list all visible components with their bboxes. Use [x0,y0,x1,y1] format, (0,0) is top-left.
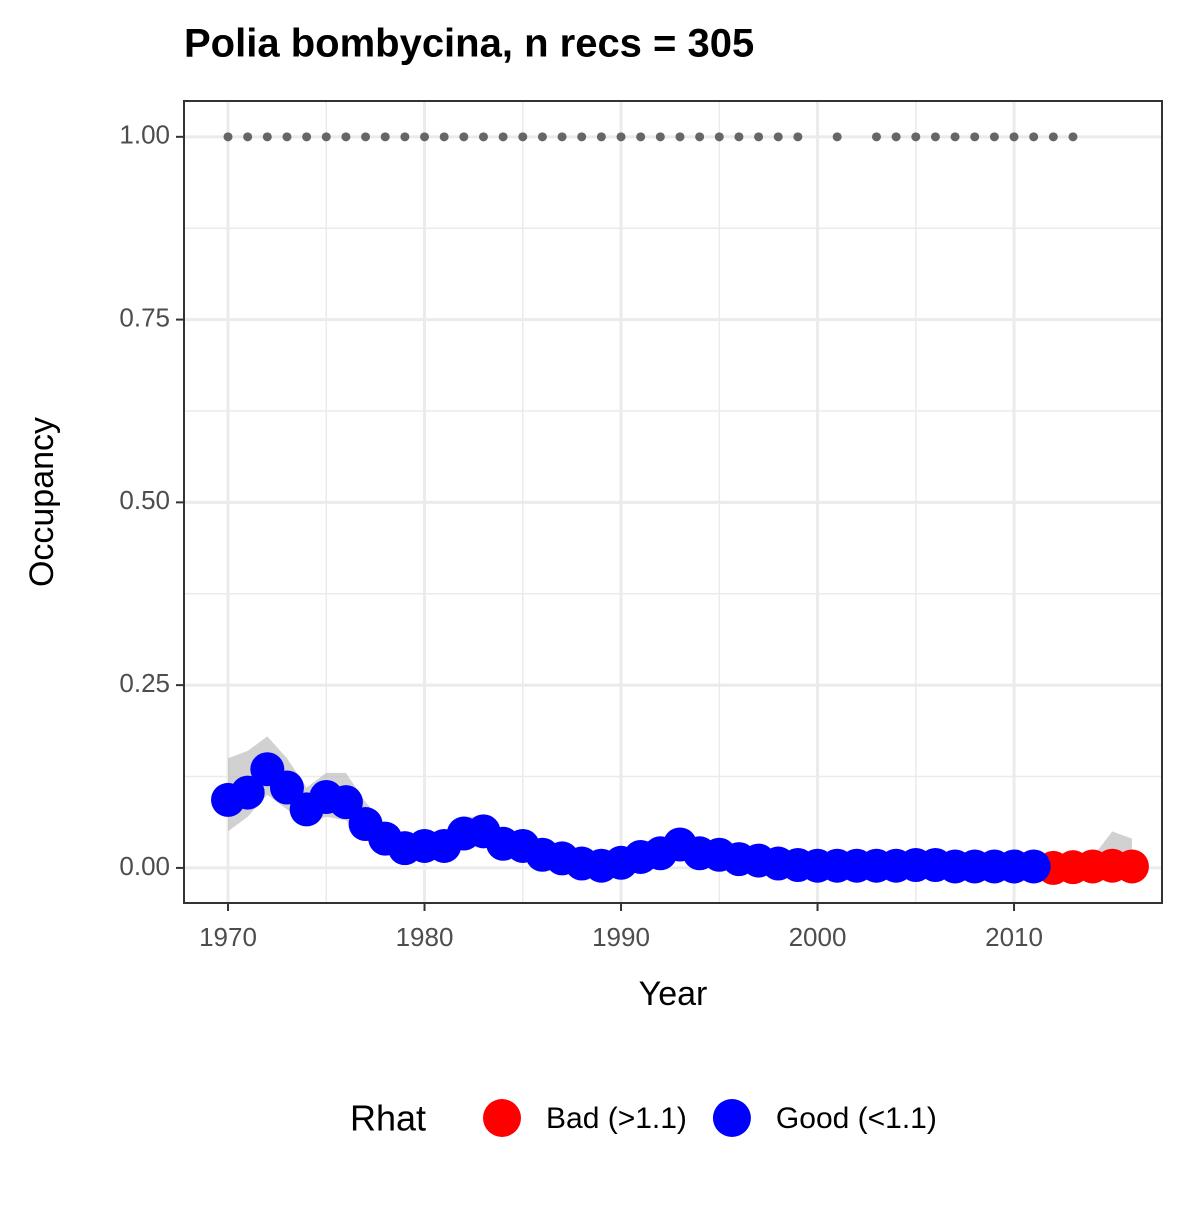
detection-point [636,132,646,142]
plot-border [183,100,1163,904]
occupancy-point [230,775,265,810]
detection-point [989,132,999,142]
detection-point [243,132,253,142]
x-tick-label: 1980 [396,922,454,952]
detection-point [911,132,921,142]
occupancy-point [1016,849,1051,884]
legend-label: Good (<1.1) [776,1102,937,1135]
detection-point [262,132,272,142]
detection-point [282,132,292,142]
y-tick-label: 1.00 [119,120,170,150]
detection-point [832,132,842,142]
detection-point [321,132,331,142]
detection-point [616,132,626,142]
detection-point [380,132,390,142]
detection-point [518,132,528,142]
x-tick-label: 2000 [789,922,847,952]
detection-point [478,132,488,142]
detection-point [675,132,685,142]
detection-point [537,132,547,142]
detection-point [714,132,724,142]
detection-point [734,132,744,142]
detection-point [420,132,430,142]
detection-point [439,132,449,142]
legend-label: Bad (>1.1) [546,1102,687,1135]
detection-point [400,132,410,142]
x-tick-label: 1990 [592,922,650,952]
detection-point [223,132,233,142]
detection-point [1029,132,1039,142]
detection-point [577,132,587,142]
detection-point [773,132,783,142]
y-axis-title: Occupancy [23,417,61,587]
chart-title: Polia bombycina, n recs = 305 [184,22,754,66]
legend-swatch [483,1099,521,1137]
detection-point [970,132,980,142]
detection-point [361,132,371,142]
detection-point [871,132,881,142]
y-tick-label: 0.25 [119,668,170,698]
legend-swatch [712,1099,751,1137]
legend-title: Rhat [350,1098,426,1139]
detection-point [1048,132,1058,142]
y-tick-label: 0.50 [119,485,170,515]
detection-point [891,132,901,142]
x-axis-title: Year [639,975,708,1013]
detection-point [341,132,351,142]
occupancy-point [328,785,363,820]
detection-point [754,132,764,142]
detection-point [1009,132,1019,142]
detection-point [793,132,803,142]
x-tick-label: 2010 [985,922,1043,952]
y-tick-label: 0.75 [119,302,170,332]
occupancy-point [1114,849,1149,884]
detection-point [498,132,508,142]
detection-point [557,132,567,142]
detection-point [695,132,705,142]
detection-point [302,132,312,142]
detection-point [596,132,606,142]
detection-point [930,132,940,142]
y-tick-label: 0.00 [119,851,170,881]
detection-point [655,132,665,142]
detection-point [950,132,960,142]
x-tick-label: 1970 [199,922,257,952]
detection-point [1068,132,1078,142]
occupancy-point [269,770,304,805]
detection-point [459,132,469,142]
